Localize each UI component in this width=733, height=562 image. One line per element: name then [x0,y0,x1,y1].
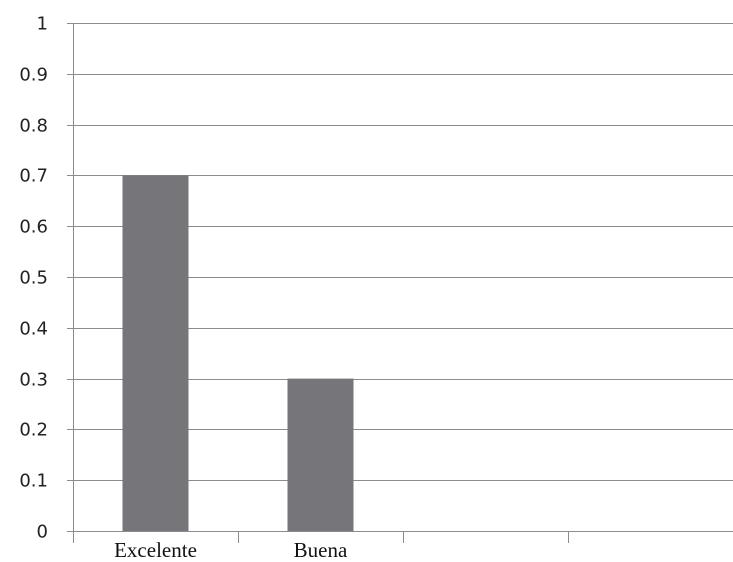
y-tick-label: 0.6 [19,217,48,238]
bar-buena [287,378,354,531]
y-tick-labels: 0 0.1 0.2 0.3 0.4 0.5 0.6 0.7 0.8 0.9 1 [19,14,48,543]
y-tick-label: 0.5 [19,268,48,289]
bar-excelente [122,175,189,531]
y-tick-label: 0.7 [19,166,48,187]
y-tick-label: 0.3 [19,370,48,391]
axes [67,23,733,543]
y-tick-label: 1 [37,14,48,35]
x-tick-labels: Excelente Buena [114,538,348,562]
y-tick-label: 0.9 [19,65,48,86]
y-tick-label: 0.2 [19,420,48,441]
y-tick-label: 0.8 [19,116,48,137]
x-tick-label: Excelente [114,538,197,562]
x-tick-label: Buena [294,538,348,562]
y-tick-label: 0 [37,522,48,543]
y-tick-label: 0.1 [19,471,48,492]
bars [122,175,354,531]
y-tick-label: 0.4 [19,319,48,340]
